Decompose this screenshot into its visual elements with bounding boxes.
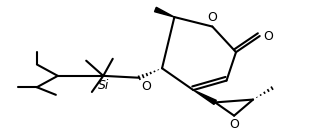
Polygon shape [193,90,216,104]
Polygon shape [155,7,174,17]
Text: O: O [263,30,274,43]
Text: O: O [229,118,239,131]
Text: O: O [141,80,151,93]
Text: O: O [207,11,217,24]
Text: Si: Si [97,79,109,92]
